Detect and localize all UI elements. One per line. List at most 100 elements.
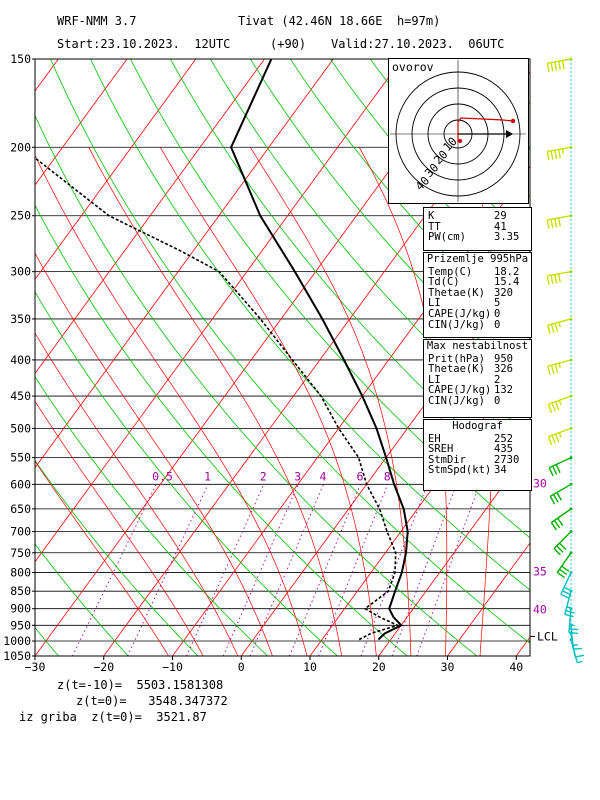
surface-box: Prizemlje 995hPa Temp(C) 18.2 Td(C) 15.4 The… — [423, 252, 532, 338]
row-value: 0 — [494, 394, 501, 407]
model-name: WRF-NMM 3.7 — [57, 14, 137, 28]
row-value: 15.4 — [494, 276, 520, 289]
table-row: EH 252 — [424, 432, 531, 445]
sounding-profiles — [35, 59, 409, 641]
row-value: 435 — [494, 443, 513, 456]
temperature-tick-label: 30 — [441, 660, 455, 674]
row-label: SREH — [428, 443, 454, 456]
table-row: LI 5 — [424, 298, 531, 309]
mixing-ratio-line — [127, 484, 209, 656]
pressure-tick-label: 400 — [10, 353, 31, 367]
theta-e-label: 30 — [533, 476, 547, 490]
table-row: CAPE(J/kg) 0 — [424, 309, 531, 320]
storm-motion-point — [458, 139, 462, 143]
wind-barb — [568, 607, 579, 635]
wind-barb — [547, 358, 573, 376]
surface-title: Prizemlje 995hPa — [426, 253, 529, 265]
dry-adiabat — [209, 59, 530, 438]
row-label: StmDir — [428, 453, 466, 466]
temperature-tick-label: −10 — [162, 660, 183, 674]
dry-adiabat — [90, 59, 530, 591]
isotherm — [309, 353, 530, 656]
row-label: CIN(J/kg) — [428, 394, 485, 407]
table-row: CIN(J/kg) 0 — [424, 318, 531, 331]
table-row: StmDir 2730 — [424, 455, 531, 466]
wind-barb — [546, 145, 573, 161]
row-value: 132 — [494, 384, 513, 397]
wind-barbs — [546, 57, 585, 664]
z-minus10: z(t=-10)= 5503.1581308 — [57, 678, 224, 692]
wind-barb — [550, 507, 573, 531]
pressure-tick-label: 150 — [10, 52, 31, 66]
pressure-tick-label: 550 — [10, 451, 31, 465]
mixing-ratio-label: 0.5 — [152, 469, 173, 483]
row-value: 2730 — [494, 453, 520, 466]
run-start: Start:23.10.2023. 12UTC — [57, 37, 231, 51]
dry-adiabat — [50, 59, 530, 644]
row-value: 326 — [494, 363, 513, 376]
hodograph-trace — [457, 117, 514, 142]
mixing-ratio-label: 4 — [320, 469, 327, 483]
temperature-tick-label: 0 — [238, 660, 245, 674]
isotherm — [583, 38, 600, 659]
row-label: StmSpd(kt) — [428, 464, 492, 477]
wind-barb — [546, 57, 573, 73]
table-row: Temp(C) 18.2 — [424, 265, 531, 278]
table-row: Prit(hPa) 950 — [424, 352, 531, 365]
pressure-tick-label: 650 — [10, 502, 31, 516]
pressure-tick-label: 750 — [10, 546, 31, 560]
row-value: 34 — [494, 464, 507, 477]
row-label: Thetae(K) — [428, 286, 485, 299]
max-instability-title: Max nestabilnost — [426, 340, 529, 352]
table-row: LI 2 — [424, 375, 531, 386]
row-label: Prit(hPa) — [428, 352, 485, 365]
lcl-label: LCL — [537, 629, 558, 643]
mixing-ratio-label: 1 — [204, 469, 211, 483]
pressure-tick-label: 900 — [10, 602, 31, 616]
mixing-ratio-line — [416, 484, 481, 656]
row-value: 5 — [494, 297, 501, 310]
row-label: Thetae(K) — [428, 363, 485, 376]
moist-adiabat — [35, 400, 204, 656]
row-value: 0 — [494, 318, 501, 331]
pressure-tick-label: 600 — [10, 477, 31, 491]
pressure-tick-label: 200 — [10, 140, 31, 154]
moist-adiabat — [35, 154, 308, 656]
pressure-tick-label: 850 — [10, 584, 31, 598]
temperature-tick-label: 10 — [303, 660, 317, 674]
mixing-ratio-label: 8 — [384, 469, 391, 483]
pressure-tick-label: 1050 — [3, 649, 31, 663]
mixing-ratio-label: 3 — [294, 469, 301, 483]
mixing-ratio-label: 6 — [357, 469, 364, 483]
moist-adiabat — [35, 252, 273, 656]
z-zero: z(t=0)= 3548.347372 — [76, 694, 228, 708]
temperature-tick-label: 40 — [509, 660, 523, 674]
wind-barb — [549, 482, 573, 505]
pressure-tick-label: 800 — [10, 566, 31, 580]
isotherm — [447, 542, 530, 656]
dry-adiabat — [551, 38, 600, 659]
row-value: 950 — [494, 352, 513, 365]
row-label: Temp(C) — [428, 265, 473, 278]
pressure-tick-label: 950 — [10, 618, 31, 632]
hodograph-end-point — [510, 118, 516, 124]
row-label: EH — [428, 432, 441, 445]
pressure-tick-label: 700 — [10, 525, 31, 539]
temperature-tick-label: 20 — [372, 660, 386, 674]
isotherm — [35, 59, 128, 186]
dry-adiabat — [249, 59, 530, 388]
mixing-ratio-line — [360, 484, 428, 656]
mixing-ratio-label: 2 — [260, 469, 267, 483]
k-label: K — [428, 210, 435, 222]
theta-e-label: 40 — [533, 602, 547, 616]
wind-barb — [547, 317, 573, 335]
dewpoint-profile — [35, 156, 400, 641]
axes: 0.5 1 2 3 4 6 8 3035401502002503003504004505005… — [3, 52, 558, 674]
wind-barb — [546, 270, 573, 285]
hodograf-title: Hodograf — [452, 420, 503, 432]
temperature-profile — [230, 59, 409, 641]
wind-barb — [548, 456, 573, 477]
wind-barb — [553, 530, 573, 556]
dry-adiabat — [35, 459, 199, 656]
row-value: 320 — [494, 286, 513, 299]
